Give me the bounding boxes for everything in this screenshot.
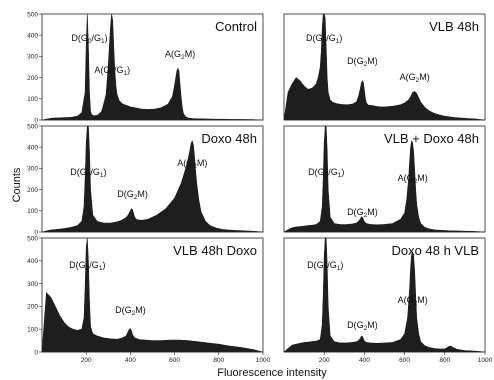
panel-frame (41, 13, 264, 121)
x-tick-label: 200 (81, 357, 92, 364)
y-tick-label: 100 (27, 327, 38, 334)
peak-label: A(G2M) (177, 158, 207, 170)
y-tick-label: 100 (27, 96, 38, 103)
x-tick-label: 1000 (478, 357, 493, 364)
peak-label: D(G2M) (115, 305, 146, 317)
histogram-area (283, 237, 486, 353)
peak-label: A(G2M) (398, 173, 428, 185)
panel-frame (283, 13, 486, 121)
peak-label: A(G0/G1) (94, 65, 130, 77)
x-axis-title: Fluorescence intensity (217, 367, 327, 379)
peak-label: D(G0/G1) (69, 260, 105, 272)
histogram-panel: VLB 48h D(G0/G1) D(G2M) A(G2M) (283, 13, 486, 121)
peak-label: D(G0/G1) (308, 167, 344, 179)
x-tick-label: 600 (399, 357, 410, 364)
x-tick-label: 800 (213, 357, 224, 364)
y-tick-label: 500 (27, 235, 38, 242)
y-tick-label: 200 (27, 187, 38, 194)
panel-title: VLB + Doxo 48h (384, 131, 479, 146)
peak-label: D(G2M) (347, 56, 378, 68)
histogram-panel: 200 400 600 800 1000 Doxo 48 h VLB D(G0/G1) D(G… (283, 237, 493, 364)
peak-label: D(G0/G1) (71, 33, 107, 45)
y-tick-label: 400 (27, 258, 38, 265)
peak-label: D(G2M) (117, 189, 148, 201)
y-tick-label: 0 (34, 229, 38, 236)
panel-title: VLB 48h Doxo (173, 243, 257, 258)
histogram-panel: VLB + Doxo 48h D(G0/G1) D(G2M) A(G2M) (283, 125, 486, 233)
panel-frame (283, 125, 486, 233)
peak-label: D(G2M) (347, 320, 378, 332)
peak-label: A(G2M) (400, 72, 430, 84)
panel-title: Doxo 48 h VLB (392, 243, 479, 258)
y-tick-label: 0 (34, 117, 38, 124)
peak-label: D(G0/G1) (70, 167, 106, 179)
panel-title: Control (215, 19, 257, 34)
panel-title: Doxo 48h (201, 131, 257, 146)
panel-frame (283, 237, 486, 353)
panel-frame (41, 125, 264, 233)
y-axis-title: Counts (11, 167, 23, 202)
y-tick-label: 200 (27, 75, 38, 82)
peak-label: D(G0/G1) (306, 33, 342, 45)
y-tick-label: 500 (27, 11, 38, 18)
y-tick-label: 200 (27, 304, 38, 311)
peak-label: A(G2M) (165, 49, 195, 61)
histogram-area (283, 13, 486, 121)
y-tick-label: 300 (27, 166, 38, 173)
y-tick-label: 400 (27, 33, 38, 40)
y-tick-label: 100 (27, 208, 38, 215)
histogram-panel: 0 100 200 300 400 500 Control D(G0/G1) A(G0/G1) A… (27, 11, 264, 124)
panel-title: VLB 48h (429, 19, 479, 34)
x-tick-label: 400 (125, 357, 136, 364)
peak-label: D(G2M) (347, 207, 378, 219)
histogram-panels: 0 100 200 300 400 500 Control D(G0/G1) A(G0/G1) A… (27, 11, 492, 364)
histogram-area (41, 125, 264, 233)
x-tick-label: 200 (319, 357, 330, 364)
x-tick-label: 800 (439, 357, 450, 364)
histogram-area (283, 125, 486, 233)
histogram-panel: 0 100 200 300 400 500 Doxo 48h D(G0/G1) D(G2M) A(… (27, 123, 264, 236)
x-tick-label: 600 (169, 357, 180, 364)
y-tick-label: 500 (27, 123, 38, 130)
peak-label: A(G2M) (398, 295, 428, 307)
y-tick-label: 300 (27, 281, 38, 288)
x-tick-label: 1000 (256, 357, 271, 364)
histogram-area (41, 237, 264, 353)
y-tick-label: 300 (27, 54, 38, 61)
x-tick-label: 400 (359, 357, 370, 364)
peak-label: D(G0/G1) (307, 260, 343, 272)
panel-frame (41, 237, 264, 353)
histogram-panel: 0 100 200 300 400 500 200 400 600 800 1000 VLB 48h … (27, 235, 270, 364)
y-tick-label: 0 (34, 349, 38, 356)
histogram-area (41, 13, 264, 121)
y-tick-label: 400 (27, 145, 38, 152)
